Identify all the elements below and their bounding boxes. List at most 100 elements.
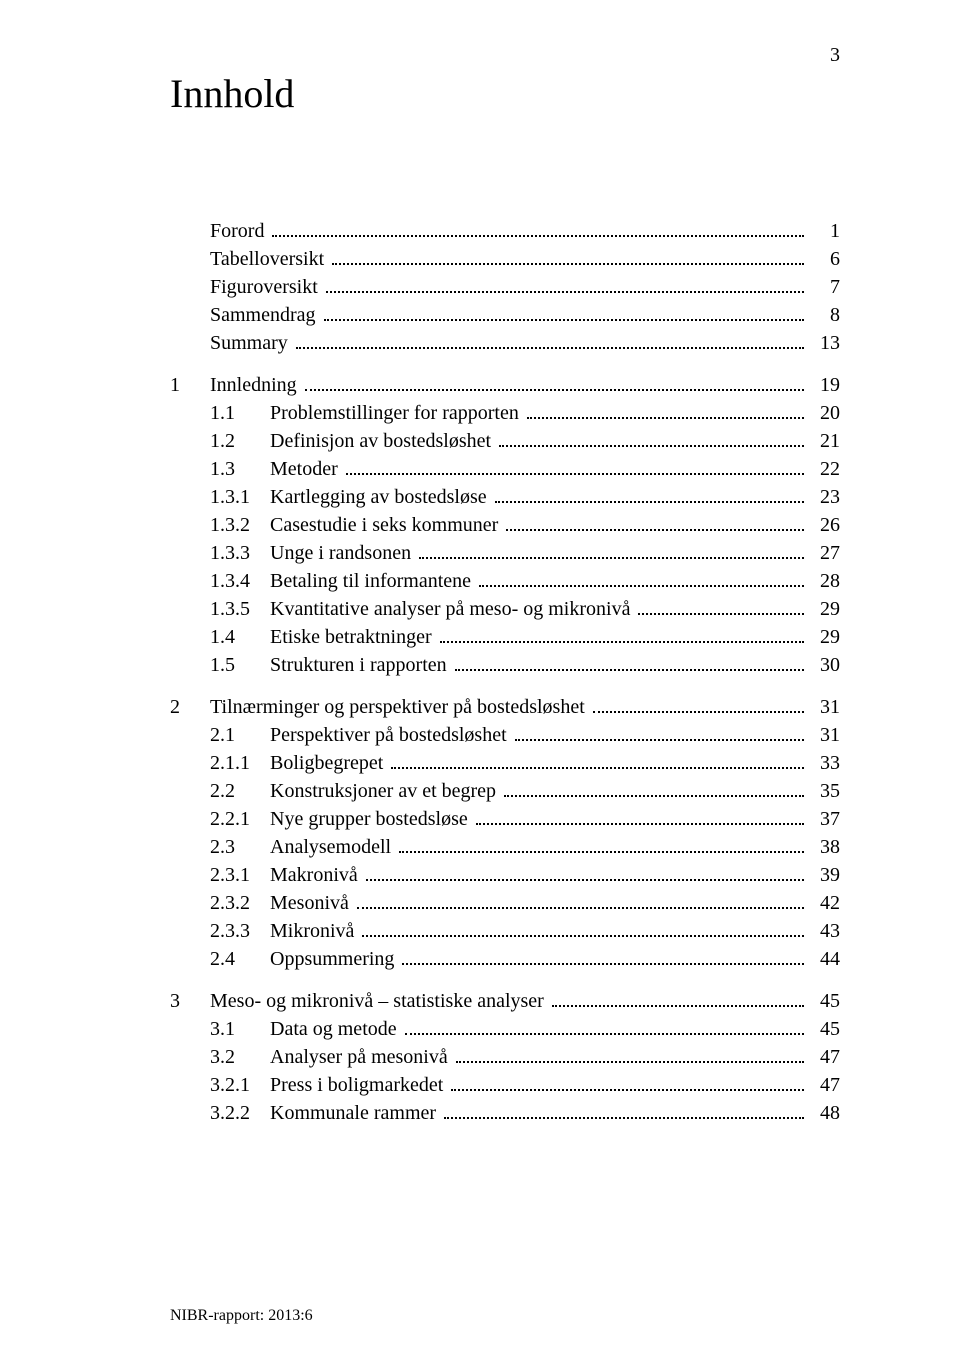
toc-leader-dots <box>402 946 804 965</box>
toc-leader-dots <box>391 750 804 769</box>
toc-entry-page: 39 <box>808 861 840 889</box>
toc-entry-row: 2.3.3Mikronivå43 <box>170 917 840 945</box>
toc-section-number: 1.4 <box>210 623 270 651</box>
toc-entry-row: 1.3.5Kvantitative analyser på meso- og m… <box>170 595 840 623</box>
toc-leader-dots <box>346 456 804 475</box>
toc-leader-dots <box>593 694 804 713</box>
toc-entry-label: Figuroversikt <box>210 273 322 301</box>
toc-entry-page: 44 <box>808 945 840 973</box>
toc-leader-dots <box>272 218 804 237</box>
toc-chapter-number: 1 <box>170 371 210 399</box>
toc-leader-dots <box>495 484 804 503</box>
toc-section-number: 2.1.1 <box>210 749 270 777</box>
toc-section-number: 3.2.2 <box>210 1099 270 1127</box>
page-number: 3 <box>830 44 840 67</box>
toc-entry-label: Unge i randsonen <box>270 539 415 567</box>
toc-entry-label: Tabelloversikt <box>210 245 328 273</box>
toc-entry-label: Data og metode <box>270 1015 401 1043</box>
toc-chapter-block: 2Tilnærminger og perspektiver på bosteds… <box>170 693 840 973</box>
toc-entry-label: Problemstillinger for rapporten <box>270 399 523 427</box>
toc-entry-row: 1.5Strukturen i rapporten 30 <box>170 651 840 679</box>
toc-entry-page: 31 <box>808 721 840 749</box>
toc-chapters: 1Innledning 19 1.1Problemstillinger for ra… <box>170 371 840 1127</box>
toc-entry-label: Metoder <box>270 455 342 483</box>
toc-entry-row: 2.3.1Makronivå 39 <box>170 861 840 889</box>
toc-entry-page: 47 <box>808 1071 840 1099</box>
toc-entry-label: Strukturen i rapporten <box>270 651 451 679</box>
toc-entry-label: Nye grupper bostedsløse <box>270 805 472 833</box>
toc-entry-row: 1.3Metoder22 <box>170 455 840 483</box>
toc-entry-row: 2.2.1Nye grupper bostedsløse37 <box>170 805 840 833</box>
toc-section-number: 1.3.5 <box>210 595 270 623</box>
toc-entry-row: 2.3.2Mesonivå42 <box>170 889 840 917</box>
toc-entry-page: 42 <box>808 889 840 917</box>
toc-leader-dots <box>419 540 804 559</box>
toc-section-number: 2.2.1 <box>210 805 270 833</box>
toc-entry-row: 2.1Perspektiver på bostedsløshet31 <box>170 721 840 749</box>
toc-entry-label: Analysemodell <box>270 833 395 861</box>
toc-leader-dots <box>455 652 804 671</box>
toc-entry-page: 20 <box>808 399 840 427</box>
table-of-contents: Forord1Tabelloversikt6Figuroversikt7Samm… <box>170 217 840 1127</box>
toc-entry-label: Kartlegging av bostedsløse <box>270 483 491 511</box>
toc-leader-dots <box>506 512 804 531</box>
toc-entry-row: 2.3Analysemodell38 <box>170 833 840 861</box>
toc-section-number: 3.2.1 <box>210 1071 270 1099</box>
toc-section-number: 1.3 <box>210 455 270 483</box>
toc-leader-dots <box>399 834 804 853</box>
toc-entry-label: Perspektiver på bostedsløshet <box>270 721 511 749</box>
toc-chapter-row: 3Meso- og mikronivå – statistiske analys… <box>170 987 840 1015</box>
toc-entry-page: 28 <box>808 567 840 595</box>
toc-entry-page: 31 <box>808 693 840 721</box>
toc-entry-label: Oppsummering <box>270 945 398 973</box>
toc-section-number: 2.2 <box>210 777 270 805</box>
toc-entry-page: 30 <box>808 651 840 679</box>
toc-entry-label: Summary <box>210 329 292 357</box>
toc-entry-page: 43 <box>808 917 840 945</box>
toc-section-number: 1.5 <box>210 651 270 679</box>
toc-leader-dots <box>324 302 804 321</box>
toc-leader-dots <box>440 624 804 643</box>
toc-leader-dots <box>326 274 804 293</box>
toc-leader-dots <box>499 428 804 447</box>
toc-leader-dots <box>527 400 804 419</box>
toc-section-number: 2.3.1 <box>210 861 270 889</box>
toc-leader-dots <box>444 1100 804 1119</box>
toc-leader-dots <box>305 372 804 391</box>
toc-entry-label: Konstruksjoner av et begrep <box>270 777 500 805</box>
toc-entry-row: 1.2Definisjon av bostedsløshet21 <box>170 427 840 455</box>
toc-entry-page: 29 <box>808 623 840 651</box>
toc-chapter-row: 1Innledning 19 <box>170 371 840 399</box>
toc-leader-dots <box>451 1072 804 1091</box>
toc-entry-page: 6 <box>808 245 840 273</box>
toc-entry-row: 3.1Data og metode45 <box>170 1015 840 1043</box>
toc-section-number: 1.3.2 <box>210 511 270 539</box>
toc-entry-row: Tabelloversikt 6 <box>170 245 840 273</box>
toc-entry-row: 2.4Oppsummering44 <box>170 945 840 973</box>
toc-entry-row: 3.2.1Press i boligmarkedet 47 <box>170 1071 840 1099</box>
toc-chapter-block: 3Meso- og mikronivå – statistiske analys… <box>170 987 840 1127</box>
toc-entry-label: Press i boligmarkedet <box>270 1071 447 1099</box>
toc-entry-label: Sammendrag <box>210 301 320 329</box>
toc-entry-label: Makronivå <box>270 861 362 889</box>
toc-entry-row: 1.4Etiske betraktninger29 <box>170 623 840 651</box>
toc-entry-label: Innledning <box>210 371 301 399</box>
toc-chapter-block: 1Innledning 19 1.1Problemstillinger for ra… <box>170 371 840 679</box>
document-page: 3 Innhold Forord1Tabelloversikt6Figurove… <box>0 0 960 1367</box>
toc-entry-page: 29 <box>808 595 840 623</box>
toc-leader-dots <box>476 806 804 825</box>
toc-section-number: 1.3.4 <box>210 567 270 595</box>
toc-entry-page: 38 <box>808 833 840 861</box>
toc-entry-page: 23 <box>808 483 840 511</box>
toc-entry-page: 19 <box>808 371 840 399</box>
toc-entry-row: 1.3.2Casestudie i seks kommuner26 <box>170 511 840 539</box>
toc-entry-label: Tilnærminger og perspektiver på bostedsl… <box>210 693 589 721</box>
toc-leader-dots <box>332 246 804 265</box>
toc-section-number: 1.1 <box>210 399 270 427</box>
toc-entry-label: Definisjon av bostedsløshet <box>270 427 495 455</box>
toc-entry-row: 2.1.1Boligbegrepet33 <box>170 749 840 777</box>
toc-section-number: 1.2 <box>210 427 270 455</box>
toc-section-number: 1.3.3 <box>210 539 270 567</box>
toc-entry-page: 13 <box>808 329 840 357</box>
toc-entry-label: Kvantitative analyser på meso- og mikron… <box>270 595 634 623</box>
